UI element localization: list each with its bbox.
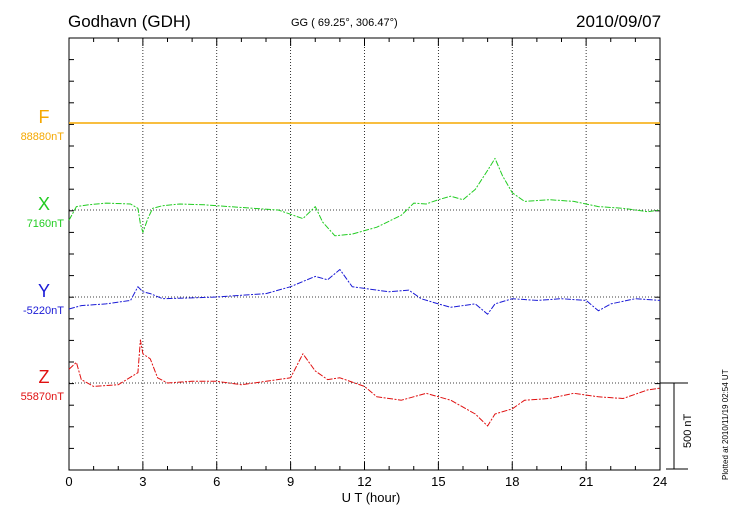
channel-y-label: Y: [37, 281, 50, 301]
channel-y-baseline: -5220nT: [23, 305, 64, 317]
plotted-timestamp: Plotted at 2010/11/19 02:54 UT: [721, 369, 730, 480]
channel-f-baseline: 88880nT: [20, 131, 64, 143]
channel-f-label: F: [38, 107, 50, 127]
channel-z-baseline: 55870nT: [20, 391, 64, 403]
scale-bar-label: 500 nT: [682, 413, 694, 448]
channel-z-label: Z: [38, 367, 50, 387]
x-tick-label: 24: [652, 474, 668, 489]
x-tick-label: 21: [578, 474, 594, 489]
series-y-line: [68, 269, 661, 315]
x-tick-label: 12: [357, 474, 372, 489]
series-z-line: [68, 339, 661, 427]
x-axis-label: U T (hour): [341, 490, 401, 505]
geographic-coordinates: GG ( 69.25°, 306.47°): [291, 17, 398, 29]
x-tick-label: 9: [287, 474, 295, 489]
series-x-line: [68, 157, 661, 237]
station-title: Godhavn (GDH): [68, 12, 191, 31]
x-tick-label: 6: [213, 474, 221, 489]
channel-x-baseline: 7160nT: [26, 218, 64, 230]
x-tick-label: 15: [431, 474, 446, 489]
channel-x-label: X: [37, 194, 50, 214]
date-label: 2010/09/07: [576, 12, 662, 31]
x-tick-label: 18: [505, 474, 520, 489]
x-tick-label: 0: [65, 474, 73, 489]
x-tick-label: 3: [139, 474, 147, 489]
